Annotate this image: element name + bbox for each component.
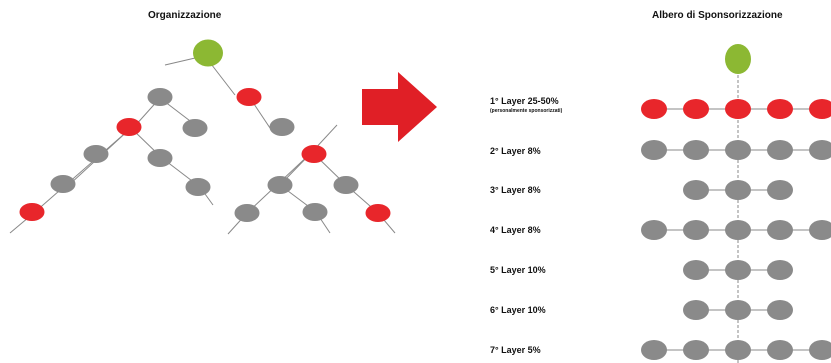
org-sponsored-node: [301, 145, 327, 163]
layer-7-label: 7° Layer 5%: [490, 345, 541, 355]
layer-2-node: [725, 140, 751, 160]
org-node: [182, 119, 208, 137]
layer-5-node: [683, 260, 709, 280]
layer-2-node: [683, 140, 709, 160]
org-node: [302, 203, 328, 221]
layer-4-node: [683, 220, 709, 240]
layer-1-label: 1° Layer 25-50%: [490, 96, 559, 106]
layer-6-node: [725, 300, 751, 320]
layer-3-node: [767, 180, 793, 200]
right-arrow-icon: [362, 72, 437, 142]
org-node: [267, 176, 293, 194]
layer-1-node: [809, 99, 831, 119]
org-node: [50, 175, 76, 193]
layer-7-node: [809, 340, 831, 360]
layer-2-label: 2° Layer 8%: [490, 146, 541, 156]
org-node: [147, 88, 173, 106]
sponsorship-tree: [641, 44, 831, 363]
layer-1-node: [683, 99, 709, 119]
org-sponsored-node: [19, 203, 45, 221]
layer-6-label: 6° Layer 10%: [490, 305, 546, 315]
layer-7-node: [683, 340, 709, 360]
org-node: [147, 149, 173, 167]
layer-1-node: [725, 99, 751, 119]
layer-5-node: [725, 260, 751, 280]
layer-7-node: [725, 340, 751, 360]
org-connector: [34, 127, 132, 213]
layer-2-node: [641, 140, 667, 160]
layer-4-node: [725, 220, 751, 240]
layer-2-node: [767, 140, 793, 160]
org-sponsored-node: [236, 88, 262, 106]
layer-2-node: [809, 140, 831, 160]
organization-title: Organizzazione: [148, 10, 222, 21]
sponsor-root-node: [725, 44, 751, 74]
layer-4-node: [767, 220, 793, 240]
layer-7-node: [767, 340, 793, 360]
layer-5-node: [767, 260, 793, 280]
layer-7-node: [641, 340, 667, 360]
layer-5-label: 5° Layer 10%: [490, 265, 546, 275]
org-sponsored-node: [116, 118, 142, 136]
layer-1-node: [767, 99, 793, 119]
org-node: [333, 176, 359, 194]
layer-1-node: [641, 99, 667, 119]
sponsorship-tree-title: Albero di Sponsorizzazione: [652, 10, 783, 21]
org-node: [185, 178, 211, 196]
org-node: [83, 145, 109, 163]
org-node: [269, 118, 295, 136]
layer-1-sublabel: (personalmente sponsorizzati): [490, 108, 563, 114]
layer-6-node: [683, 300, 709, 320]
layer-4-node: [809, 220, 831, 240]
org-sponsored-node: [365, 204, 391, 222]
layer-4-node: [641, 220, 667, 240]
org-node: [234, 204, 260, 222]
layer-3-node: [683, 180, 709, 200]
organization-tree: [9, 39, 396, 235]
layer-4-label: 4° Layer 8%: [490, 225, 541, 235]
layer-3-label: 3° Layer 8%: [490, 185, 541, 195]
right-arrow-shape: [362, 72, 437, 142]
layer-3-node: [725, 180, 751, 200]
layer-6-node: [767, 300, 793, 320]
org-root-node: [193, 39, 223, 67]
